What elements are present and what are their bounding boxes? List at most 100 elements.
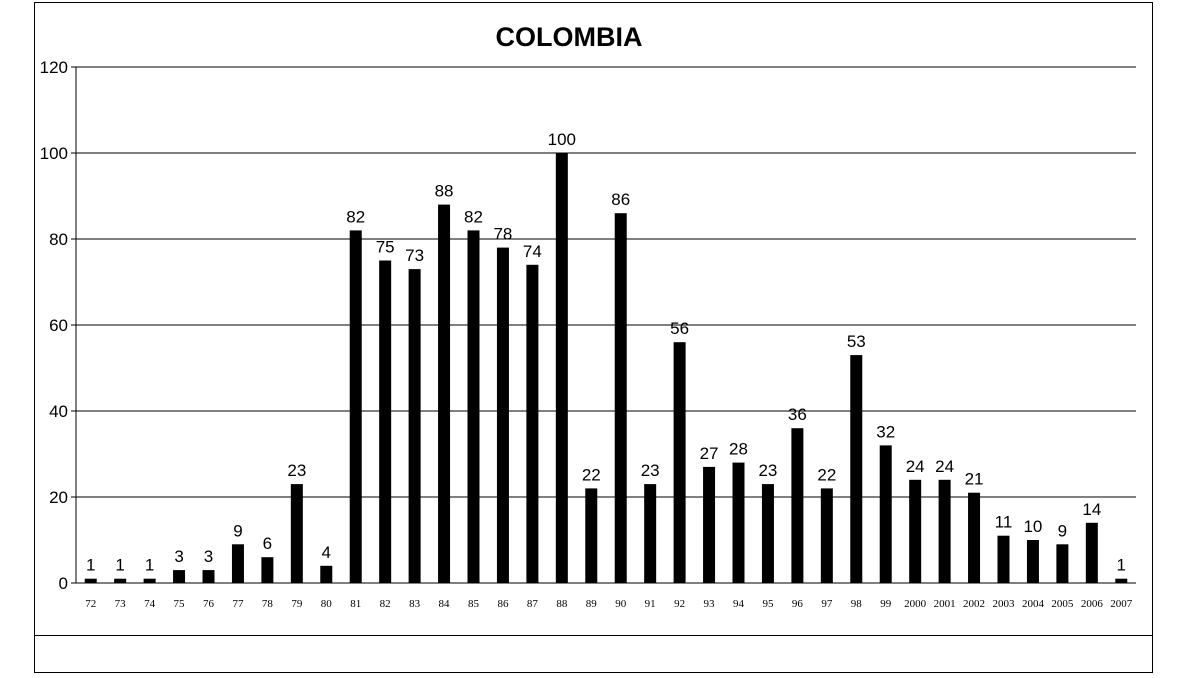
bar (673, 342, 686, 583)
bar (143, 578, 156, 583)
data-label: 56 (670, 319, 689, 338)
data-label: 23 (287, 461, 306, 480)
x-tick-label: 81 (350, 598, 361, 610)
bars (84, 153, 1128, 583)
data-label: 75 (376, 238, 395, 257)
x-tick-label: 96 (792, 598, 804, 610)
y-axis-ticks: 0 20 40 60 80 100 120 (40, 58, 76, 593)
bar (585, 488, 598, 583)
data-label: 27 (700, 444, 719, 463)
bar (879, 445, 892, 583)
y-tick-label: 20 (49, 488, 68, 507)
x-tick-label: 90 (615, 598, 627, 610)
x-tick-label: 99 (880, 598, 892, 610)
data-label: 10 (1023, 517, 1042, 536)
x-tick-label: 76 (203, 598, 215, 610)
bar (114, 578, 127, 583)
data-label: 28 (729, 440, 748, 459)
data-label: 1 (1117, 556, 1126, 575)
data-label: 22 (582, 465, 601, 484)
x-tick-label: 77 (232, 598, 244, 610)
bar (820, 488, 833, 583)
y-tick-label: 80 (49, 230, 68, 249)
x-tick-label: 2001 (934, 598, 956, 610)
x-tick-label: 95 (762, 598, 774, 610)
data-label: 36 (788, 405, 807, 424)
bar (231, 544, 244, 583)
x-tick-label: 92 (674, 598, 685, 610)
x-tick-label: 83 (409, 598, 421, 610)
bar (467, 230, 480, 583)
data-label: 24 (935, 457, 954, 476)
x-axis-ticks: 72 73 74 75 76 77 78 79 80 81 82 83 84 85 86 87 88 89 90 91… (85, 598, 1133, 610)
data-label: 6 (263, 534, 272, 553)
data-label: 73 (405, 246, 424, 265)
bar (732, 462, 745, 583)
x-tick-label: 85 (468, 598, 480, 610)
x-tick-label: 94 (733, 598, 745, 610)
x-tick-label: 72 (85, 598, 96, 610)
y-tick-label: 40 (49, 402, 68, 421)
bar (1056, 544, 1069, 583)
bar (173, 570, 186, 583)
data-label: 3 (174, 547, 183, 566)
bar (644, 484, 657, 583)
bar (997, 535, 1010, 583)
data-label: 4 (322, 543, 331, 562)
data-label: 24 (906, 457, 925, 476)
data-label: 1 (145, 556, 154, 575)
bar (761, 484, 774, 583)
data-label: 100 (548, 130, 576, 149)
bar (1085, 522, 1098, 583)
x-tick-label: 87 (527, 598, 539, 610)
x-tick-label: 2003 (993, 598, 1016, 610)
y-tick-label: 100 (40, 144, 68, 163)
x-tick-label: 98 (851, 598, 863, 610)
x-tick-label: 73 (115, 598, 127, 610)
bar (791, 428, 804, 583)
bar (938, 479, 951, 583)
bar (349, 230, 362, 583)
x-tick-label: 97 (821, 598, 833, 610)
data-label: 78 (493, 225, 512, 244)
bar (555, 153, 568, 583)
data-label: 14 (1082, 500, 1101, 519)
x-tick-label: 80 (321, 598, 333, 610)
x-tick-label: 2002 (963, 598, 985, 610)
bar (202, 570, 215, 583)
bar (320, 565, 333, 583)
bar (614, 213, 627, 583)
data-label: 22 (817, 465, 836, 484)
x-tick-label: 82 (380, 598, 391, 610)
x-tick-label: 89 (586, 598, 598, 610)
bar (526, 264, 539, 583)
data-label: 21 (965, 470, 984, 489)
data-label: 88 (435, 182, 454, 201)
x-tick-label: 2000 (904, 598, 927, 610)
x-tick-label: 78 (262, 598, 274, 610)
gridlines (76, 66, 1136, 498)
data-label: 9 (233, 521, 242, 540)
x-tick-label: 2004 (1022, 598, 1045, 610)
bar (703, 466, 716, 583)
x-tick-label: 79 (291, 598, 303, 610)
x-tick-label: 91 (645, 598, 656, 610)
bar (496, 247, 509, 583)
x-tick-label: 84 (439, 598, 451, 610)
bar (290, 484, 303, 583)
data-label: 32 (876, 422, 895, 441)
x-tick-label: 2005 (1051, 598, 1074, 610)
data-label: 82 (346, 207, 365, 226)
bar (438, 204, 451, 583)
data-label: 11 (995, 513, 1013, 532)
x-tick-label: 75 (174, 598, 186, 610)
bar (850, 355, 863, 583)
data-label: 82 (464, 207, 483, 226)
data-label: 9 (1058, 521, 1067, 540)
x-tick-label: 2006 (1081, 598, 1104, 610)
data-label: 1 (86, 556, 95, 575)
data-label: 86 (611, 190, 630, 209)
bar (968, 492, 981, 583)
